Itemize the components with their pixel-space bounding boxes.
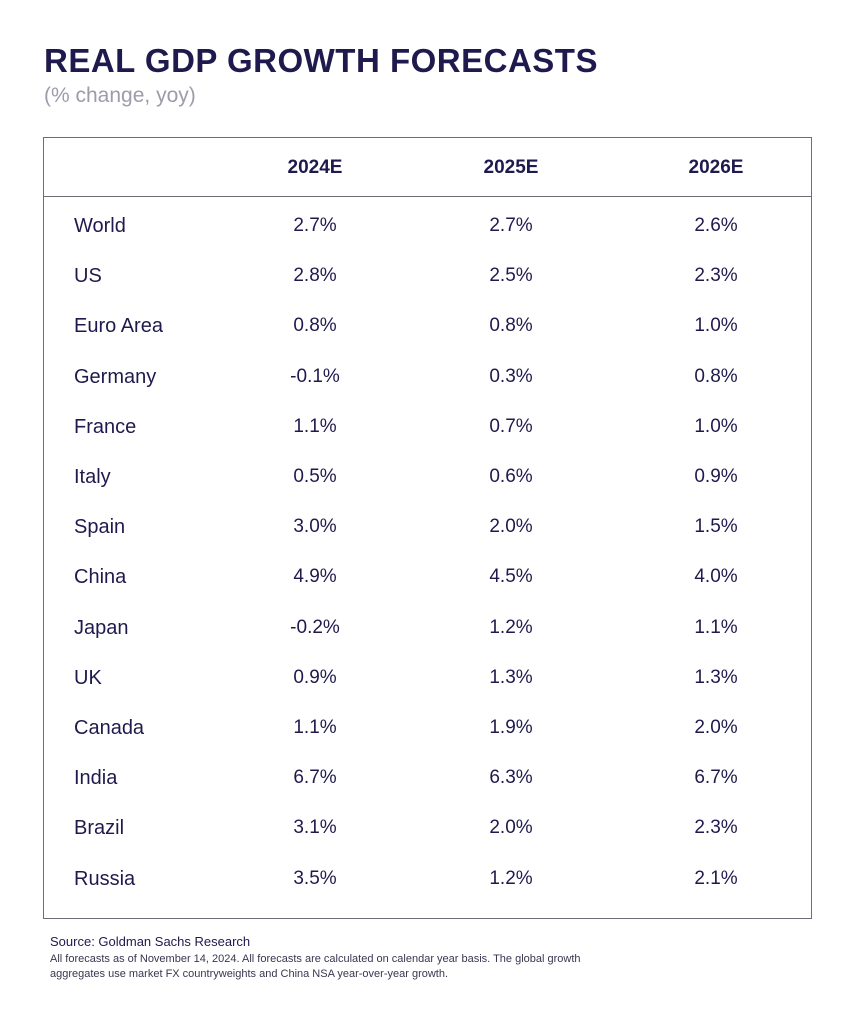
table-cell: 2.5% — [489, 265, 533, 287]
table-cell: 1.3% — [694, 666, 738, 688]
table-cell: 1.9% — [489, 717, 533, 738]
row-label: France — [74, 415, 137, 438]
row-label: India — [74, 767, 118, 790]
table-row: Canada 1.1% 1.9% 2.0% — [44, 703, 811, 753]
table-cell: 3.1% — [293, 817, 337, 839]
table-cell: 1.1% — [293, 717, 337, 738]
table-row: Brazil 3.1% 2.0% 2.3% — [44, 803, 811, 853]
row-label: Germany — [74, 365, 157, 388]
table-cell: 2.7% — [293, 215, 337, 236]
row-label: Russia — [74, 867, 136, 890]
row-label: US — [74, 265, 102, 288]
row-label: Euro Area — [74, 315, 163, 338]
table-row: France 1.1% 0.7% 1.0% — [44, 402, 811, 452]
table-cell: -0.2% — [290, 616, 340, 638]
table-row: Japan -0.2% 1.2% 1.1% — [44, 603, 811, 653]
table-row: US 2.8% 2.5% 2.3% — [44, 251, 811, 301]
column-header-2026e: 2026E — [688, 157, 744, 178]
table-row: India 6.7% 6.3% 6.7% — [44, 753, 811, 803]
table-cell: 1.3% — [489, 666, 533, 688]
forecast-table: 2024E 2025E 2026E World 2.7% 2.7% 2.6% US 2.8… — [43, 137, 812, 919]
table-cell: 0.8% — [293, 315, 337, 337]
table-row: China 4.9% 4.5% 4.0% — [44, 552, 811, 602]
table-cell: 0.3% — [489, 365, 533, 387]
table-row: Spain 3.0% 2.0% 1.5% — [44, 502, 811, 552]
table-row: Euro Area 0.8% 0.8% 1.0% — [44, 301, 811, 351]
table-cell: 0.9% — [293, 666, 337, 688]
table-row: Germany -0.1% 0.3% 0.8% — [44, 352, 811, 402]
table-cell: 6.7% — [293, 767, 337, 789]
table-row: Russia 3.5% 1.2% 2.1% — [44, 854, 811, 904]
row-label: Japan — [74, 616, 129, 639]
row-label: China — [74, 566, 127, 589]
table-cell: 6.7% — [694, 767, 738, 789]
row-label: Brazil — [74, 817, 125, 840]
row-label: Spain — [74, 516, 126, 539]
footnote: All forecasts as of November 14, 2024. A… — [50, 953, 581, 980]
table-cell: 0.5% — [293, 466, 337, 487]
chart-subtitle: (% change, yoy) — [44, 84, 196, 107]
table-cell: 2.1% — [694, 867, 738, 889]
table-cell: 1.5% — [694, 516, 738, 538]
row-label: UK — [74, 666, 102, 689]
table-cell: 0.8% — [489, 315, 533, 337]
table-row: UK 0.9% 1.3% 1.3% — [44, 653, 811, 703]
table-cell: 1.1% — [293, 415, 337, 437]
table-cell: 4.5% — [489, 566, 533, 588]
column-header-2024e: 2024E — [287, 157, 343, 178]
table-cell: 2.0% — [489, 817, 533, 839]
table-cell: 0.6% — [489, 466, 533, 487]
table-cell: 4.0% — [694, 566, 738, 588]
column-header-2025e: 2025E — [483, 157, 539, 178]
table-cell: -0.1% — [290, 365, 340, 387]
table-cell: 1.0% — [694, 315, 738, 337]
table-cell: 2.3% — [694, 817, 738, 839]
table-cell: 2.6% — [694, 215, 738, 236]
table-row: World 2.7% 2.7% 2.6% — [44, 201, 811, 251]
table-cell: 2.3% — [694, 265, 738, 287]
table-cell: 1.2% — [489, 616, 533, 638]
table-cell: 1.2% — [489, 867, 533, 889]
row-label: Italy — [74, 466, 111, 488]
table-cell: 2.7% — [489, 215, 533, 236]
source-label: Source: Goldman Sachs Research — [50, 934, 251, 949]
row-label: Canada — [74, 717, 145, 739]
table-cell: 0.9% — [694, 466, 738, 487]
table-cell: 3.5% — [293, 867, 337, 889]
table-cell: 0.8% — [694, 365, 738, 387]
table-cell: 1.1% — [694, 616, 738, 638]
table-cell: 2.8% — [293, 265, 337, 287]
table-header-row: 2024E 2025E 2026E — [44, 138, 811, 197]
table-cell: 2.0% — [694, 717, 738, 738]
table-cell: 6.3% — [489, 767, 533, 789]
table-cell: 4.9% — [293, 566, 337, 588]
table-cell: 2.0% — [489, 516, 533, 538]
row-label: World — [74, 215, 126, 237]
table-row: Italy 0.5% 0.6% 0.9% — [44, 452, 811, 502]
chart-title: REAL GDP GROWTH FORECASTS — [44, 42, 598, 79]
table-cell: 0.7% — [489, 415, 533, 437]
table-cell: 3.0% — [293, 516, 337, 538]
table-cell: 1.0% — [694, 415, 738, 437]
